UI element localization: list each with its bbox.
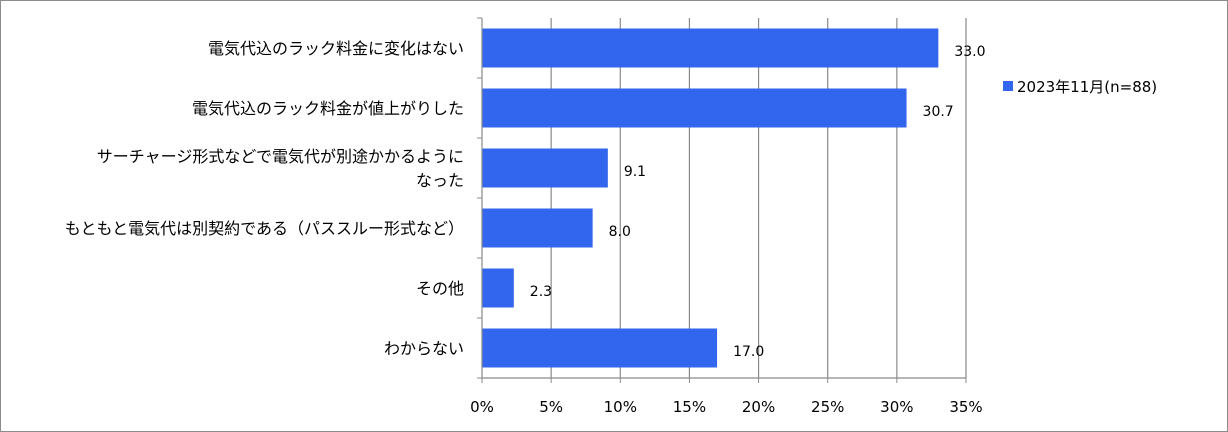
x-tick-label: 20% xyxy=(742,398,775,416)
bar xyxy=(482,208,593,248)
x-tick-label: 5% xyxy=(539,398,563,416)
x-tick-label: 15% xyxy=(673,398,706,416)
data-label: 2.3 xyxy=(530,284,552,300)
data-label: 17.0 xyxy=(733,344,764,360)
data-label: 33.0 xyxy=(954,44,985,60)
x-tick-label: 25% xyxy=(811,398,844,416)
category-label: 電気代込のラック料金が値上がりした xyxy=(192,99,464,118)
bar xyxy=(482,28,939,68)
category-label: わからない xyxy=(384,339,464,358)
data-label: 8.0 xyxy=(609,224,631,240)
x-tick-label: 0% xyxy=(470,398,494,416)
x-tick-label: 30% xyxy=(880,398,913,416)
legend-swatch xyxy=(1003,81,1013,91)
category-label: その他 xyxy=(416,279,464,298)
x-tick-label: 10% xyxy=(604,398,637,416)
category-label: なった xyxy=(416,171,464,190)
category-label: もともと電気代は別契約である（パススルー形式など） xyxy=(65,219,464,238)
category-label: サーチャージ形式などで電気代が別途かかるように xyxy=(97,147,464,166)
bar xyxy=(482,328,718,368)
data-label: 9.1 xyxy=(624,164,646,180)
x-tick-label: 35% xyxy=(949,398,982,416)
data-label: 30.7 xyxy=(923,104,954,120)
bar xyxy=(482,148,608,188)
bar xyxy=(482,88,907,128)
legend-label: 2023年11月(n=88) xyxy=(1017,78,1157,96)
category-label: 電気代込のラック料金に変化はない xyxy=(208,39,464,58)
bar xyxy=(482,268,514,308)
